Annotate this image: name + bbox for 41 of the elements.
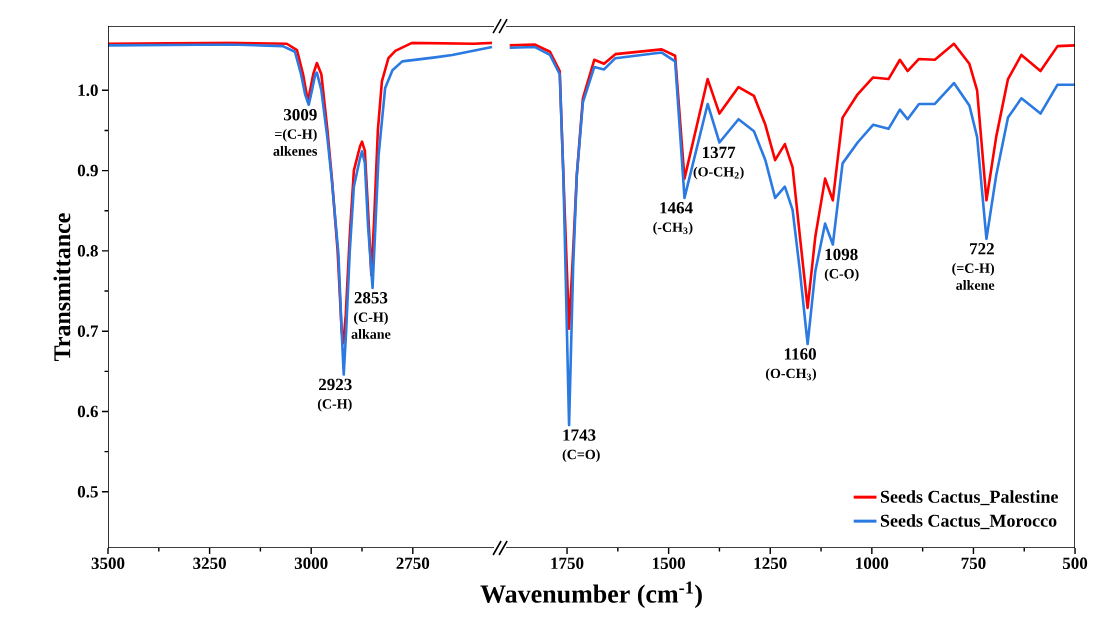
x-tick-label: 1000 — [856, 557, 889, 570]
y-tick-label: 0.5 — [77, 486, 98, 498]
x-axis-title: Wavenumber (cm$^{-1}$) — [480, 581, 702, 609]
annotation: (O-CH$_{2}$) — [693, 166, 744, 180]
x-tick-label: 750 — [961, 557, 986, 570]
annotation: (-CH$_{3}$) — [653, 222, 693, 235]
y-tick-label: 0.8 — [77, 245, 98, 257]
annotation: (C-H) — [354, 312, 388, 325]
annotation: (C-O) — [824, 268, 859, 282]
legend-label: Seeds Cactus_Morocco — [880, 514, 1057, 530]
x-tick-label: 1500 — [653, 557, 685, 570]
x-tick-label: 3250 — [193, 557, 226, 570]
annotation: 2923 — [319, 378, 352, 391]
x-tick-label: 500 — [1062, 557, 1088, 570]
y-tick-label: 0.6 — [77, 405, 98, 418]
annotation: (C=O) — [562, 449, 600, 463]
y-axis-title: Transmittance — [53, 213, 71, 362]
annotation: 1743 — [563, 429, 596, 441]
annotation: =(C-H) — [275, 128, 317, 142]
x-tick-label: 1250 — [754, 557, 787, 570]
annotation: 722 — [970, 243, 994, 255]
y-tick-label: 0.7 — [77, 325, 99, 337]
y-tick-label: 1.0 — [78, 84, 98, 97]
annotation: (O-CH$_{3}$) — [765, 368, 816, 381]
annotation: 2853 — [354, 292, 388, 304]
x-tick-label: 1750 — [551, 557, 584, 570]
annotation: alkenes — [273, 145, 317, 156]
x-tick-label: 3500 — [91, 557, 125, 570]
annotation: (=C-H) — [952, 263, 995, 276]
x-tick-label: 2750 — [396, 557, 430, 570]
annotation: 1160 — [784, 348, 816, 360]
y-tick-label: 0.9 — [77, 164, 98, 177]
annotation: alkene — [956, 280, 995, 290]
annotation: 1098 — [825, 248, 858, 261]
annotation: 1464 — [660, 202, 693, 214]
annotation: alkane — [351, 329, 391, 339]
annotation: 3009 — [283, 108, 317, 121]
x-tick-label: 3000 — [294, 557, 328, 570]
legend-label: Seeds Cactus_Palestine — [880, 490, 1058, 506]
annotation: 1377 — [702, 146, 736, 159]
annotation: (C-H) — [317, 398, 352, 412]
